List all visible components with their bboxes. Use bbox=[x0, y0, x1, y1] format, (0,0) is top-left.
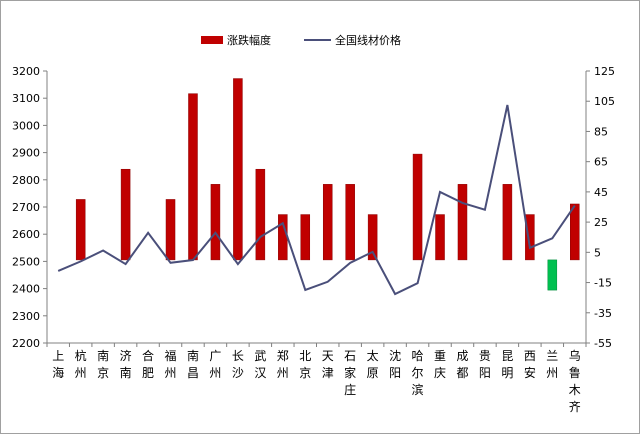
bar bbox=[301, 215, 310, 260]
bar bbox=[211, 184, 220, 260]
bar bbox=[346, 184, 355, 260]
left-tick-label: 2500 bbox=[12, 255, 40, 268]
category-label: 广 bbox=[209, 349, 221, 363]
legend-label-bar: 涨跌幅度 bbox=[227, 33, 271, 47]
category-label: 北 bbox=[299, 349, 311, 363]
category-label: 木 bbox=[569, 383, 581, 397]
right-tick-label: 65 bbox=[594, 156, 608, 169]
category-label: 州 bbox=[546, 366, 558, 380]
category-label: 肥 bbox=[142, 366, 154, 380]
category-label: 沙 bbox=[232, 366, 244, 380]
right-tick-label: -15 bbox=[594, 277, 612, 290]
category-label: 合 bbox=[142, 348, 154, 363]
category-label: 武 bbox=[254, 349, 266, 363]
bar bbox=[570, 204, 579, 260]
bar bbox=[233, 79, 242, 260]
bar bbox=[166, 199, 175, 259]
category-label: 明 bbox=[501, 366, 513, 380]
category-label: 成 bbox=[456, 349, 468, 363]
right-tick-label: 5 bbox=[594, 246, 601, 259]
category-label: 长 bbox=[232, 349, 244, 363]
right-tick-label: -35 bbox=[594, 307, 612, 320]
category-label: 汉 bbox=[254, 366, 266, 380]
category-label: 西 bbox=[524, 349, 536, 363]
category-label: 阳 bbox=[479, 366, 491, 380]
bar bbox=[323, 184, 332, 260]
category-label: 重 bbox=[434, 349, 446, 363]
right-tick-label: -55 bbox=[594, 337, 612, 350]
legend-label-line: 全国线材价格 bbox=[335, 33, 401, 47]
category-label: 太 bbox=[367, 348, 379, 363]
category-label: 郑 bbox=[277, 348, 289, 363]
category-label: 沈 bbox=[389, 348, 401, 363]
category-label: 阳 bbox=[389, 366, 401, 380]
right-tick-label: 25 bbox=[594, 216, 608, 229]
left-tick-label: 2600 bbox=[12, 228, 40, 241]
category-label: 杭 bbox=[75, 348, 87, 363]
category-label: 海 bbox=[52, 365, 64, 380]
left-tick-label: 2300 bbox=[12, 310, 40, 323]
category-label: 尔 bbox=[412, 365, 424, 380]
category-label: 津 bbox=[322, 366, 334, 380]
category-label: 哈 bbox=[412, 349, 424, 363]
right-tick-label: 105 bbox=[594, 95, 615, 108]
bar bbox=[458, 184, 467, 260]
category-label: 兰 bbox=[546, 349, 558, 363]
category-label: 安 bbox=[524, 365, 536, 380]
category-label: 天 bbox=[322, 349, 334, 363]
category-label: 滨 bbox=[412, 382, 424, 397]
bar bbox=[503, 184, 512, 260]
category-label: 石 bbox=[344, 349, 356, 363]
category-label: 鲁 bbox=[569, 366, 581, 380]
category-label: 福 bbox=[165, 348, 177, 363]
bar bbox=[413, 154, 422, 260]
category-label: 齐 bbox=[569, 399, 581, 414]
category-label: 昆 bbox=[501, 349, 513, 363]
category-label: 州 bbox=[209, 366, 221, 380]
category-label: 家 bbox=[344, 365, 356, 380]
category-label: 州 bbox=[277, 366, 289, 380]
left-tick-label: 3100 bbox=[12, 92, 40, 105]
category-label: 南 bbox=[187, 348, 199, 363]
left-tick-label: 2700 bbox=[12, 201, 40, 214]
bar bbox=[76, 199, 85, 259]
right-tick-label: 125 bbox=[594, 65, 615, 78]
bar bbox=[278, 215, 287, 260]
category-label: 原 bbox=[367, 366, 379, 380]
left-tick-label: 2800 bbox=[12, 174, 40, 187]
category-label: 南 bbox=[120, 365, 132, 380]
category-label: 乌 bbox=[569, 348, 581, 363]
category-label: 济 bbox=[120, 348, 132, 363]
category-label: 贵 bbox=[479, 349, 491, 363]
left-tick-label: 2900 bbox=[12, 147, 40, 160]
right-tick-label: 45 bbox=[594, 186, 608, 199]
right-tick-label: 85 bbox=[594, 125, 608, 138]
left-tick-label: 3000 bbox=[12, 119, 40, 132]
bar bbox=[548, 260, 557, 290]
category-label: 庆 bbox=[434, 366, 446, 380]
left-tick-label: 2400 bbox=[12, 283, 40, 296]
bar bbox=[188, 94, 197, 260]
category-label: 上 bbox=[52, 349, 64, 363]
bar bbox=[121, 169, 130, 260]
category-label: 京 bbox=[299, 366, 311, 380]
bar bbox=[436, 215, 445, 260]
category-label: 昌 bbox=[187, 366, 199, 380]
category-label: 南 bbox=[97, 348, 109, 363]
category-label: 州 bbox=[75, 366, 87, 380]
category-label: 庄 bbox=[344, 382, 356, 397]
left-tick-label: 2200 bbox=[12, 337, 40, 350]
price-line bbox=[58, 105, 575, 294]
legend-swatch-bar bbox=[201, 36, 223, 44]
left-tick-label: 3200 bbox=[12, 65, 40, 78]
bar bbox=[256, 169, 265, 260]
category-label: 州 bbox=[165, 366, 177, 380]
category-label: 京 bbox=[97, 366, 109, 380]
category-label: 都 bbox=[456, 366, 468, 380]
